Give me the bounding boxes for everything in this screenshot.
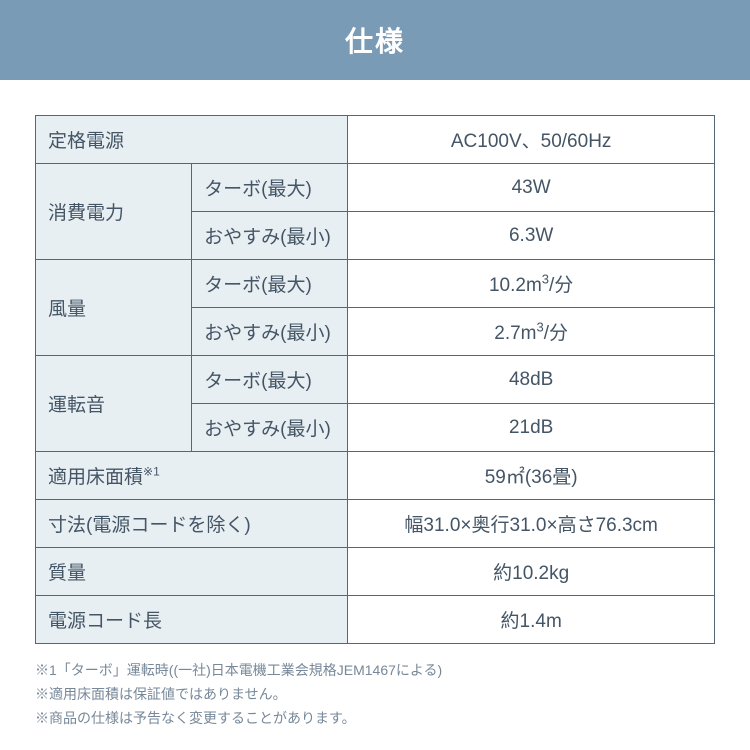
value-airflow-turbo: 10.2m3/分 <box>348 260 715 308</box>
spec-footnotes: ※1「ターボ」運転時((一社)日本電機工業会規格JEM1467による) ※適用床… <box>0 659 750 750</box>
label-noise: 運転音 <box>36 356 192 452</box>
label-weight: 質量 <box>36 548 348 596</box>
sublabel-noise-sleep: おやすみ(最小) <box>192 404 348 452</box>
spec-header: 仕様 <box>0 0 750 80</box>
value-floor-area: 59㎡(36畳) <box>348 452 715 500</box>
row-power-turbo: 消費電力 ターボ(最大) 43W <box>36 164 715 212</box>
sublabel-power-sleep: おやすみ(最小) <box>192 212 348 260</box>
sublabel-airflow-turbo: ターボ(最大) <box>192 260 348 308</box>
value-weight: 約10.2kg <box>348 548 715 596</box>
row-weight: 質量 約10.2kg <box>36 548 715 596</box>
value-noise-turbo: 48dB <box>348 356 715 404</box>
row-noise-turbo: 運転音 ターボ(最大) 48dB <box>36 356 715 404</box>
label-power-consumption: 消費電力 <box>36 164 192 260</box>
row-dimensions: 寸法(電源コードを除く) 幅31.0×奥行31.0×高さ76.3cm <box>36 500 715 548</box>
value-cord-length: 約1.4m <box>348 596 715 644</box>
spec-table-wrapper: 定格電源 AC100V、50/60Hz 消費電力 ターボ(最大) 43W おやす… <box>0 80 750 659</box>
row-floor-area: 適用床面積※1 59㎡(36畳) <box>36 452 715 500</box>
label-floor-area: 適用床面積※1 <box>36 452 348 500</box>
sublabel-airflow-sleep: おやすみ(最小) <box>192 308 348 356</box>
row-power-source: 定格電源 AC100V、50/60Hz <box>36 116 715 164</box>
row-airflow-turbo: 風量 ターボ(最大) 10.2m3/分 <box>36 260 715 308</box>
sublabel-power-turbo: ターボ(最大) <box>192 164 348 212</box>
label-airflow: 風量 <box>36 260 192 356</box>
footnote-2: ※適用床面積は保証値ではありません。 <box>35 683 715 707</box>
value-airflow-sleep: 2.7m3/分 <box>348 308 715 356</box>
spec-table: 定格電源 AC100V、50/60Hz 消費電力 ターボ(最大) 43W おやす… <box>35 115 715 644</box>
label-cord-length: 電源コード長 <box>36 596 348 644</box>
value-power-turbo: 43W <box>348 164 715 212</box>
row-cord-length: 電源コード長 約1.4m <box>36 596 715 644</box>
label-dimensions: 寸法(電源コードを除く) <box>36 500 348 548</box>
value-power-sleep: 6.3W <box>348 212 715 260</box>
value-power-source: AC100V、50/60Hz <box>348 116 715 164</box>
footnote-1: ※1「ターボ」運転時((一社)日本電機工業会規格JEM1467による) <box>35 659 715 683</box>
footnote-3: ※商品の仕様は予告なく変更することがあります。 <box>35 707 715 731</box>
value-noise-sleep: 21dB <box>348 404 715 452</box>
value-dimensions: 幅31.0×奥行31.0×高さ76.3cm <box>348 500 715 548</box>
sublabel-noise-turbo: ターボ(最大) <box>192 356 348 404</box>
label-power-source: 定格電源 <box>36 116 348 164</box>
